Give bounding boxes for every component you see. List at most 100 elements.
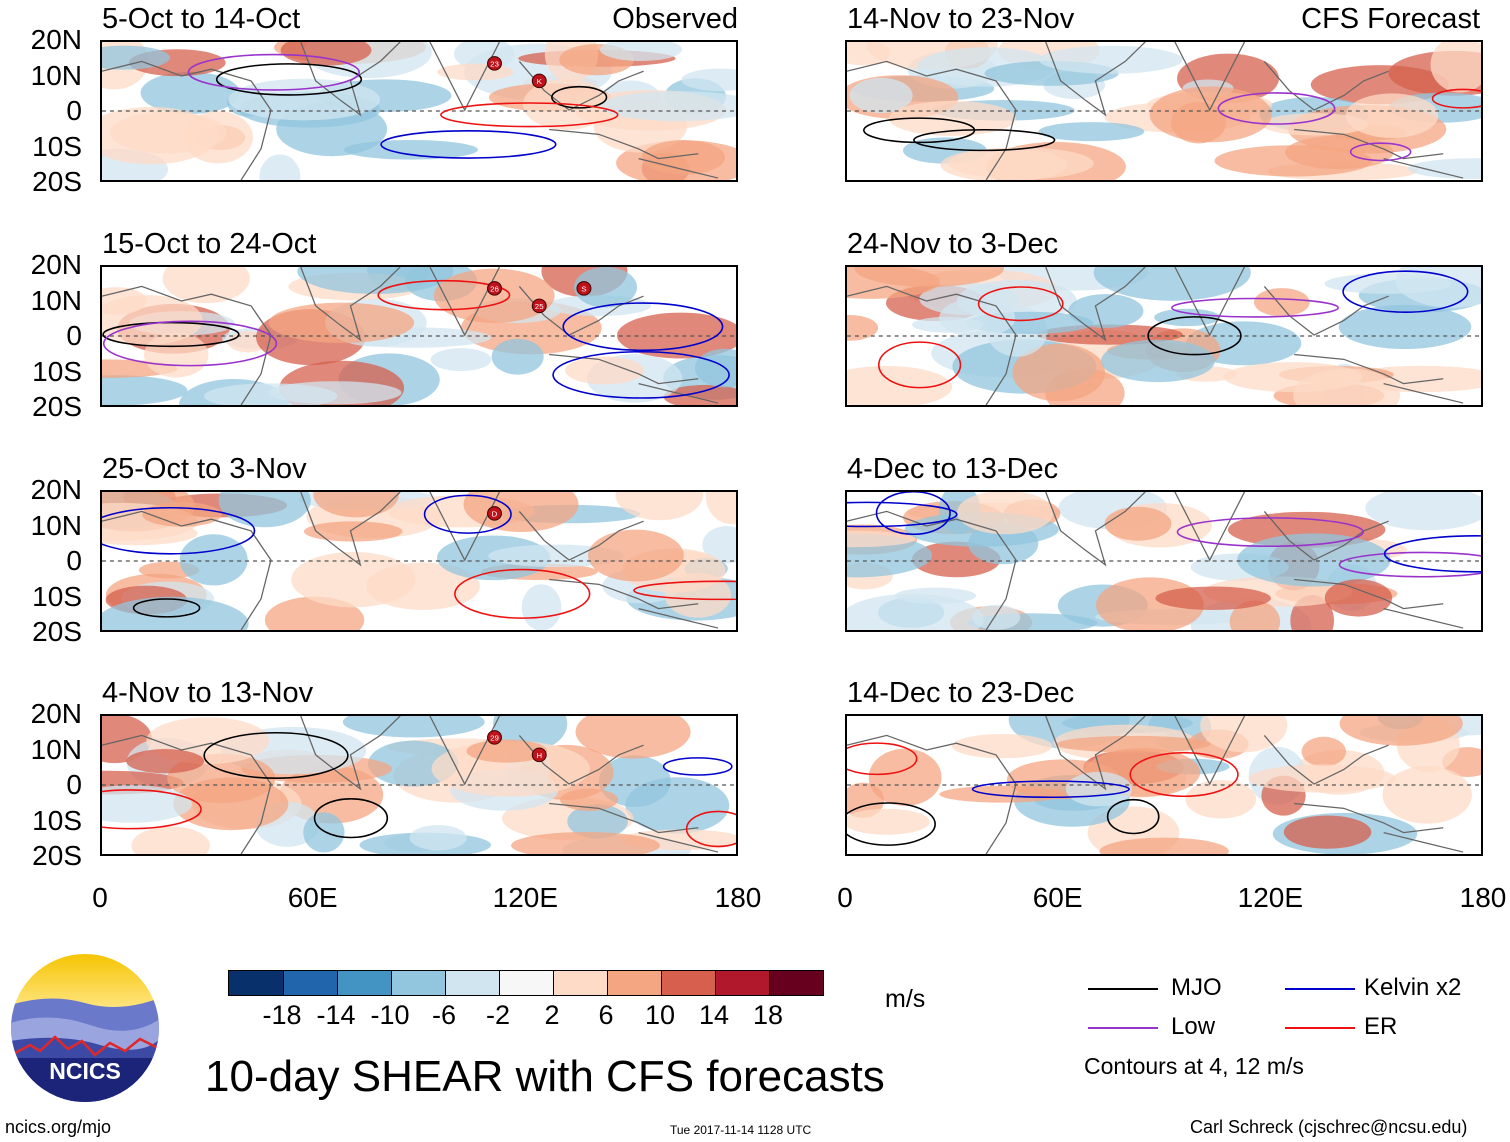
colorbar-tick-label: 10 — [644, 1000, 676, 1030]
panel-title: 25-Oct to 3-Nov — [102, 453, 307, 485]
shear-field — [847, 42, 1481, 180]
storm-marker-label: 26 — [490, 284, 499, 293]
panel-map — [845, 490, 1483, 632]
x-axis-label: 120E — [492, 882, 559, 913]
legend-er-line — [1285, 1027, 1355, 1029]
legend-note: Contours at 4, 12 m/s — [1084, 1053, 1304, 1079]
legend-low-line — [1088, 1027, 1158, 1029]
colorbar-swatch — [715, 971, 769, 995]
colorbar-swatch — [553, 971, 607, 995]
y-axis-label: 20N — [30, 698, 82, 729]
y-axis-label: 10N — [30, 284, 82, 316]
colorbar-swatch — [391, 971, 445, 995]
storm-marker-label: 29 — [490, 733, 499, 742]
colorbar-swatch — [661, 971, 715, 995]
shear-field — [847, 716, 1481, 854]
panel-title: 4-Nov to 13-Nov — [102, 677, 314, 709]
shear-field: 26 25 S — [102, 267, 736, 405]
colorbar — [228, 970, 824, 996]
y-axis-label: 10S — [32, 804, 82, 836]
storm-marker: 25 — [531, 298, 547, 314]
x-axis-label: 120E — [1237, 882, 1304, 913]
legend-kelvin-line — [1285, 988, 1355, 990]
x-axis-label: 0 — [837, 882, 853, 913]
storm-marker: 23 — [487, 56, 502, 71]
legend-mjo-line — [1088, 988, 1158, 990]
x-axis-label: 0 — [92, 882, 108, 913]
shear-field — [847, 267, 1481, 405]
storm-marker-label: 25 — [535, 302, 544, 311]
storm-marker: 26 — [487, 281, 502, 296]
colorbar-swatch — [499, 971, 553, 995]
storm-marker: D — [487, 506, 502, 521]
colorbar-tick-label: -2 — [485, 1000, 510, 1030]
logo-text: NCICS — [49, 1058, 121, 1084]
panel-map: 23 K — [100, 40, 738, 182]
y-axis-label: 20S — [32, 840, 82, 871]
colorbar-swatch — [229, 971, 283, 995]
storm-marker-label: 23 — [490, 59, 499, 68]
y-axis-label: 10S — [32, 580, 82, 612]
panel-title: 14-Dec to 23-Dec — [847, 677, 1075, 709]
colorbar-tick-label: -14 — [316, 1000, 356, 1030]
storm-marker-label: H — [536, 751, 542, 760]
y-axis-label: 0 — [66, 95, 82, 126]
panel-title: 24-Nov to 3-Dec — [847, 228, 1059, 260]
y-axis-label: 0 — [66, 320, 82, 351]
legend-mjo-label: MJO — [1171, 974, 1222, 1001]
storm-marker-label: D — [492, 509, 498, 518]
y-axis-label: 20N — [30, 474, 82, 505]
y-axis-label: 0 — [66, 769, 82, 800]
storm-marker-label: K — [537, 77, 543, 86]
y-axis-label: 10S — [32, 130, 82, 162]
panel-title: 14-Nov to 23-Nov — [847, 3, 1075, 35]
y-axis-label: 10N — [30, 59, 82, 91]
legend-low-label: Low — [1171, 1013, 1216, 1040]
panel-title: 4-Dec to 13-Dec — [847, 453, 1059, 485]
y-axis-label: 20S — [32, 616, 82, 647]
y-axis-label: 0 — [66, 545, 82, 576]
y-axis-label: 20N — [30, 24, 82, 55]
panel-map — [845, 265, 1483, 407]
y-axis-label: 10S — [32, 355, 82, 387]
shear-field: 23 K — [102, 42, 736, 180]
colorbar-swatch — [445, 971, 499, 995]
panel-title: 15-Oct to 24-Oct — [102, 228, 317, 260]
storm-marker: H — [531, 747, 547, 763]
y-axis-label: 10N — [30, 509, 82, 541]
shear-field: 29 H — [102, 716, 736, 854]
y-axis-label: 10N — [30, 733, 82, 765]
panel-title: 5-Oct to 14-Oct — [102, 3, 301, 35]
colorbar-tick-label: 18 — [752, 1000, 784, 1030]
panel-map — [845, 714, 1483, 856]
y-axis-label: 20S — [32, 391, 82, 422]
x-axis-label: 60E — [287, 882, 338, 913]
colorbar-tick-label: -6 — [431, 1000, 456, 1030]
storm-marker-label: S — [581, 284, 586, 293]
shear-field: D — [102, 492, 736, 630]
colorbar-swatch — [283, 971, 337, 995]
shear-field — [847, 492, 1481, 630]
colorbar-tick-label: -10 — [370, 1000, 410, 1030]
footer-url: ncics.org/mjo — [5, 1117, 112, 1137]
storm-marker: K — [531, 73, 547, 89]
panel-map: 29 H — [100, 714, 738, 856]
colorbar-swatch — [769, 971, 823, 995]
panel-map: 26 25 S — [100, 265, 738, 407]
storm-marker: 29 — [487, 730, 502, 745]
y-axis-label: 20S — [32, 166, 82, 197]
ncics-logo: NCICS — [10, 953, 160, 1103]
colorbar-tick-label: 6 — [598, 1000, 614, 1030]
y-axis-label: 20N — [30, 249, 82, 280]
colorbar-tick-label: 14 — [698, 1000, 730, 1030]
main-title: 10-day SHEAR with CFS forecasts — [205, 1052, 885, 1101]
x-axis-label: 60E — [1032, 882, 1083, 913]
x-axis-label: 180 — [1459, 882, 1507, 913]
legend-er-label: ER — [1364, 1013, 1398, 1040]
colorbar-unit: m/s — [885, 985, 926, 1013]
colorbar-tick-label: 2 — [544, 1000, 560, 1030]
legend-kelvin-label: Kelvin x2 — [1364, 974, 1462, 1001]
colorbar-swatch — [607, 971, 661, 995]
forecast-label: CFS Forecast — [1301, 3, 1480, 35]
x-axis-label: 180 — [714, 882, 762, 913]
